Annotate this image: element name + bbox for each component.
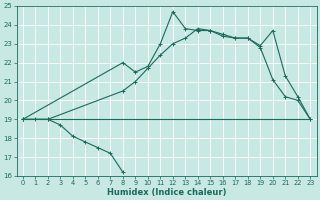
X-axis label: Humidex (Indice chaleur): Humidex (Indice chaleur) <box>107 188 226 197</box>
